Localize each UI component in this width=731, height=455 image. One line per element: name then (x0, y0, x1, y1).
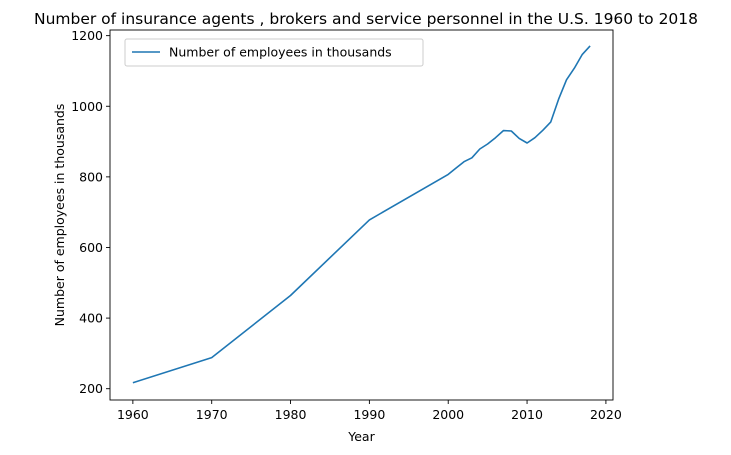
series-line (132, 45, 591, 384)
x-tick-label: 2000 (432, 407, 464, 422)
y-tick-label: 600 (79, 240, 103, 255)
x-tick-label: 1990 (353, 407, 385, 422)
x-axis-label: Year (347, 429, 375, 444)
y-axis-label: Number of employees in thousands (52, 104, 67, 327)
chart-title: Number of insurance agents , brokers and… (34, 10, 698, 28)
y-tick-label: 1200 (71, 28, 103, 43)
plot-area-frame (109, 29, 614, 401)
series-layer (132, 45, 591, 384)
legend-box (124, 38, 424, 67)
x-tick-label: 1980 (275, 407, 307, 422)
x-tick-label: 1970 (196, 407, 228, 422)
legend: Number of employees in thousands (124, 38, 424, 67)
x-tick-label: 1960 (117, 407, 149, 422)
x-tick-label: 2010 (511, 407, 543, 422)
y-tick-label: 1000 (71, 99, 103, 114)
y-tick-label: 400 (79, 311, 103, 326)
y-tick-label: 800 (79, 169, 103, 184)
y-tick-label: 200 (79, 381, 103, 396)
axis-ticks: 1960 1970 1980 1990 2000 2010 2020 200 400 600 800… (71, 28, 622, 422)
legend-entry-label: Number of employees in thousands (169, 45, 392, 60)
x-tick-label: 2020 (590, 407, 622, 422)
